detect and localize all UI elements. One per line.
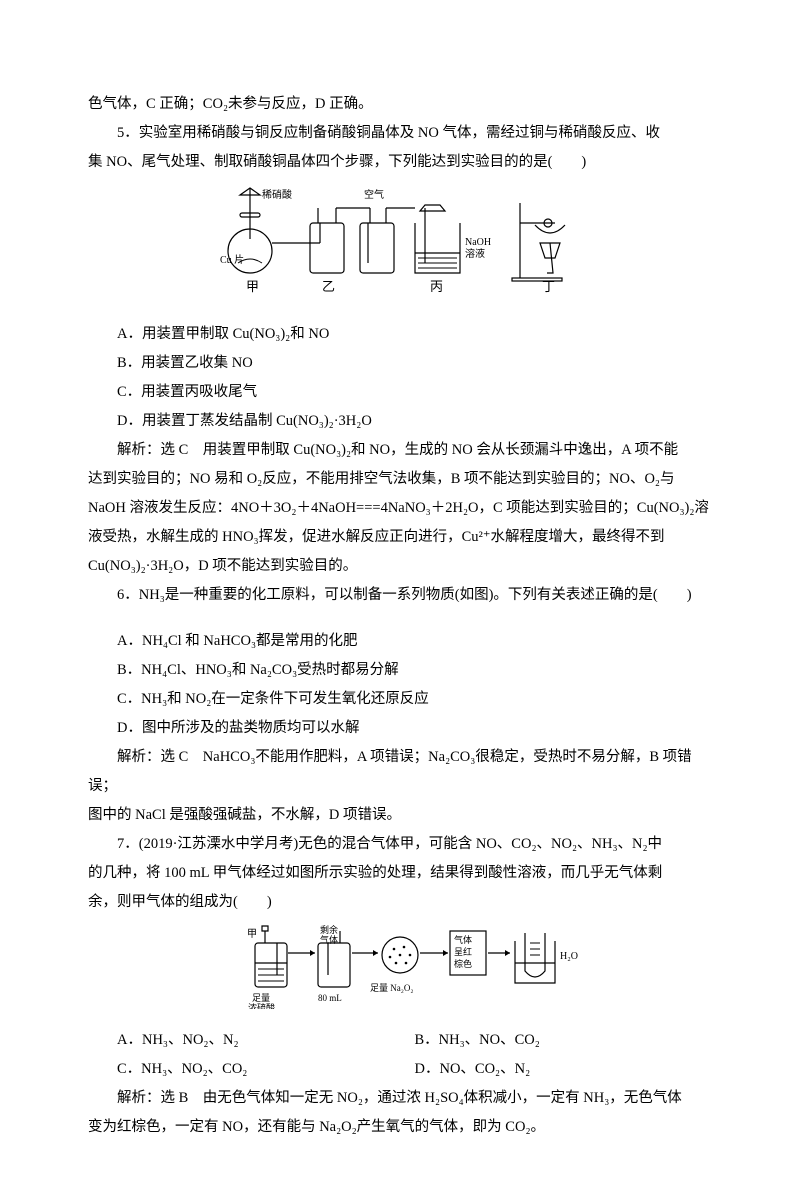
q5-label-dilute-hno3: 稀硝酸 [262, 188, 292, 201]
q7-answer-line1: 解析：选 B 由无色气体知一定无 NO₂，通过浓 H₂SO₄体积减小，一定有 N… [88, 1084, 712, 1113]
q7-label-na2o2: 足量 Na₂O₂ [370, 983, 414, 993]
q7-label-remain1: 剩余 [320, 924, 338, 935]
q5-label-ding: 丁 [542, 279, 555, 294]
q5-apparatus-svg: 稀硝酸 Cu 片 空气 [200, 183, 600, 303]
q5-stem-line1: 5．实验室用稀硝酸与铜反应制备硝酸铜晶体及 NO 气体，需经过铜与稀硝酸反应、收 [88, 119, 712, 148]
q7-flow-svg: 甲 剩余 气体 80 mL [210, 923, 590, 1009]
q5-option-d: D．用装置丁蒸发结晶制 Cu(NO₃)₂·3H₂O [88, 407, 712, 436]
q5-answer-line4: 液受热，水解生成的 HNO₃挥发，促进水解反应正向进行，Cu²⁺水解程度增大，最… [88, 523, 712, 552]
q7-option-c: C．NH₃、NO₂、CO₂ [117, 1055, 415, 1084]
q5-label-bing: 丙 [430, 279, 443, 294]
q7-stem-line3: 余，则甲气体的组成为( ) [88, 888, 712, 917]
q5-stem-line2: 集 NO、尾气处理、制取硝酸铜晶体四个步骤，下列能达到实验目的的是( ) [88, 148, 712, 177]
q7-stem-line2: 的几种，将 100 mL 甲气体经过如图所示实验的处理，结果得到酸性溶液，而几乎… [88, 859, 712, 888]
q6-option-b: B．NH₄Cl、HNO₃和 Na₂CO₃受热时都易分解 [88, 656, 712, 685]
q7-label-remain2: 气体 [320, 934, 338, 945]
q7-option-a: A．NH₃、NO₂、N₂ [117, 1026, 415, 1055]
q5-label-yi: 乙 [322, 279, 335, 294]
q7-label-h2so4: 浓硫酸 [248, 1002, 275, 1009]
q7-label-brown: 棕色 [454, 958, 472, 969]
q5-label-cu: Cu 片 [220, 253, 244, 266]
q7-option-d: D．NO、CO₂、N₂ [415, 1055, 713, 1084]
q6-option-d: D．图中所涉及的盐类物质均可以水解 [88, 714, 712, 743]
q7-label-enough1: 足量 [252, 993, 270, 1003]
q6-answer-line1: 解析：选 C NaHCO₃不能用作肥料，A 项错误；Na₂CO₃很稳定，受热时不… [88, 743, 712, 801]
q5-label-air: 空气 [364, 188, 384, 201]
q5-answer-line3: NaOH 溶液发生反应：4NO＋3O₂＋4NaOH===4NaNO₃＋2H₂O，… [88, 494, 712, 523]
q7-option-b: B．NH₃、NO、CO₂ [415, 1026, 713, 1055]
q7-label-h2o: H₂O [560, 951, 578, 962]
top-fragment-line: 色气体，C 正确；CO₂未参与反应，D 正确。 [88, 90, 712, 119]
q5-label-jia: 甲 [246, 279, 259, 294]
q5-option-a: A．用装置甲制取 Cu(NO₃)₂和 NO [88, 320, 712, 349]
q5-label-solution: 溶液 [465, 247, 485, 260]
q5-option-c: C．用装置丙吸收尾气 [88, 378, 712, 407]
q7-label-red: 呈红 [454, 946, 472, 957]
q5-option-b: B．用装置乙收集 NO [88, 349, 712, 378]
q7-label-80ml: 80 mL [318, 993, 342, 1003]
q5-answer-line2: 达到实验目的；NO 易和 O₂反应，不能用排空气法收集，B 项不能达到实验目的；… [88, 465, 712, 494]
q7-figure: 甲 剩余 气体 80 mL [88, 923, 712, 1020]
q7-label-jia: 甲 [247, 929, 257, 940]
q6-stem: 6．NH₃是一种重要的化工原料，可以制备一系列物质(如图)。下列有关表述正确的是… [88, 581, 712, 610]
q6-answer-line2: 图中的 NaCl 是强酸强碱盐，不水解，D 项错误。 [88, 801, 712, 830]
q5-label-naoh: NaOH [465, 237, 491, 248]
document-page: 色气体，C 正确；CO₂未参与反应，D 正确。 5．实验室用稀硝酸与铜反应制备硝… [0, 0, 800, 1202]
q5-figure: 稀硝酸 Cu 片 空气 [88, 183, 712, 314]
q5-answer-line1: 解析：选 C 用装置甲制取 Cu(NO₃)₂和 NO，生成的 NO 会从长颈漏斗… [88, 436, 712, 465]
q6-figure-placeholder [88, 610, 712, 627]
q6-option-c: C．NH₃和 NO₂在一定条件下可发生氧化还原反应 [88, 685, 712, 714]
q7-stem-line1: 7．(2019·江苏溧水中学月考)无色的混合气体甲，可能含 NO、CO₂、NO₂… [88, 830, 712, 859]
q5-answer-line5: Cu(NO₃)₂·3H₂O，D 项不能达到实验目的。 [88, 552, 712, 581]
q7-answer-line2: 变为红棕色，一定有 NO，还有能与 Na₂O₂产生氧气的气体，即为 CO₂。 [88, 1113, 712, 1142]
q7-label-gas: 气体 [454, 934, 472, 945]
q6-option-a: A．NH₄Cl 和 NaHCO₃都是常用的化肥 [88, 627, 712, 656]
